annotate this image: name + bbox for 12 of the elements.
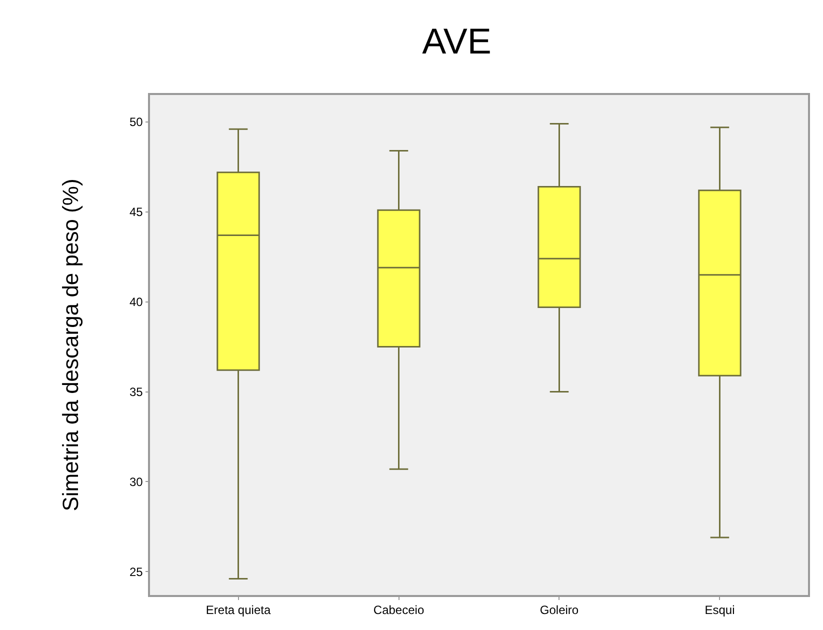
chart-title: AVE <box>422 20 492 62</box>
y-tick-label: 45 <box>129 205 144 220</box>
x-tick-label: Goleiro <box>540 603 579 618</box>
y-tick-label: 25 <box>129 564 144 579</box>
y-axis-title: Simetria da descarga de peso (%) <box>58 178 83 512</box>
x-tick-label: Ereta quieta <box>206 603 271 618</box>
y-tick-label: 35 <box>129 384 144 399</box>
y-tick-label: 30 <box>129 474 144 489</box>
x-tick-label: Cabeceio <box>373 603 424 618</box>
y-tick-label: 40 <box>129 295 144 310</box>
y-tick-label: 50 <box>129 115 144 130</box>
x-tick-label: Esqui <box>704 603 735 618</box>
